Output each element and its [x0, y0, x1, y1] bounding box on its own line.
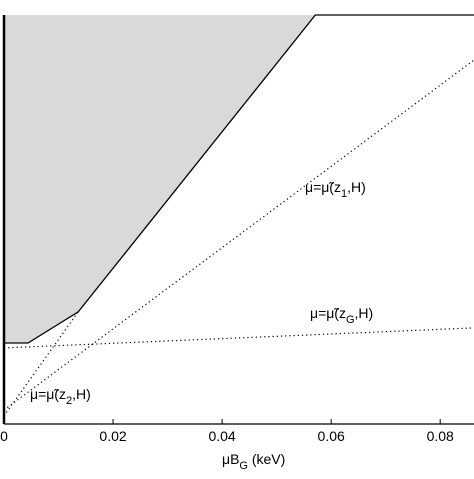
x-tick-label: 0.02: [99, 428, 126, 444]
annotation-sub: G: [346, 314, 355, 326]
annotation-text: μ=μ̃(z: [310, 305, 346, 321]
x-tick-label: 0: [0, 428, 8, 444]
annotation-sub: 2: [66, 395, 72, 407]
annotation: μ=μ̃(zG,H): [310, 305, 373, 326]
x-tick-label: 0.06: [318, 428, 345, 444]
x-axis-label-text: μB: [222, 451, 239, 467]
x-axis-label-sub: G: [239, 460, 248, 472]
annotation: μ=μ̃(z1,H): [305, 179, 366, 200]
x-tick-label: 0.04: [208, 428, 235, 444]
annotation-end: ,H): [347, 179, 366, 195]
series-line: [4, 14, 474, 344]
annotation: μ=μ̃(z2,H): [30, 386, 91, 407]
x-axis-label: μBG (keV): [222, 451, 285, 472]
series-line: [3, 311, 79, 417]
region-fill: [4, 15, 474, 344]
x-axis-label-end: (keV): [248, 451, 285, 467]
annotation-text: μ=μ̃(z: [305, 179, 341, 195]
annotation-end: ,H): [355, 305, 374, 321]
series-line: [3, 59, 474, 411]
annotation-sub: 1: [341, 188, 347, 200]
annotation-end: ,H): [72, 386, 91, 402]
annotation-text: μ=μ̃(z: [30, 386, 66, 402]
x-tick-label: 0.08: [427, 428, 454, 444]
series-line: [3, 327, 474, 349]
